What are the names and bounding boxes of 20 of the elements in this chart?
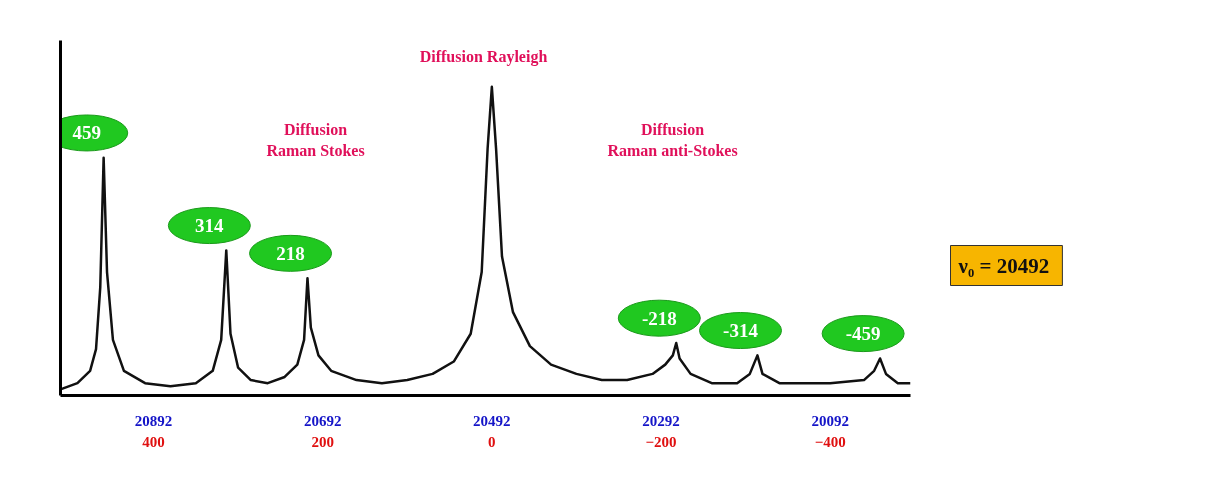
annotation: -218 — [641, 307, 677, 329]
annotation: 218 — [276, 242, 305, 264]
x2-tick-label: 20492 — [473, 412, 511, 429]
x2-tick-label: 20892 — [134, 412, 173, 429]
annotation: -459 — [845, 323, 881, 345]
x-tick-label: 0 — [488, 433, 496, 450]
x2-tick-label: 20092 — [811, 412, 849, 429]
text: Diffusion Rayleigh — [419, 48, 548, 67]
annotation: 459 — [72, 122, 101, 144]
x-tick-label: 200 — [311, 433, 334, 450]
x2-tick-label: 20692 — [303, 412, 342, 429]
annotation: Diffusion Raman Stokes — [266, 121, 365, 159]
annotation: Diffusion Raman anti-Stokes — [607, 121, 738, 159]
annotation: -314 — [723, 320, 759, 342]
text: ν₀ = 20492 — [957, 253, 1050, 278]
x-tick-label: 400 — [142, 433, 165, 450]
x-tick-label: −400 — [814, 433, 846, 450]
x2-tick-label: 20292 — [642, 412, 680, 429]
x-tick-label: −200 — [645, 433, 677, 450]
annotation: 314 — [195, 215, 225, 237]
